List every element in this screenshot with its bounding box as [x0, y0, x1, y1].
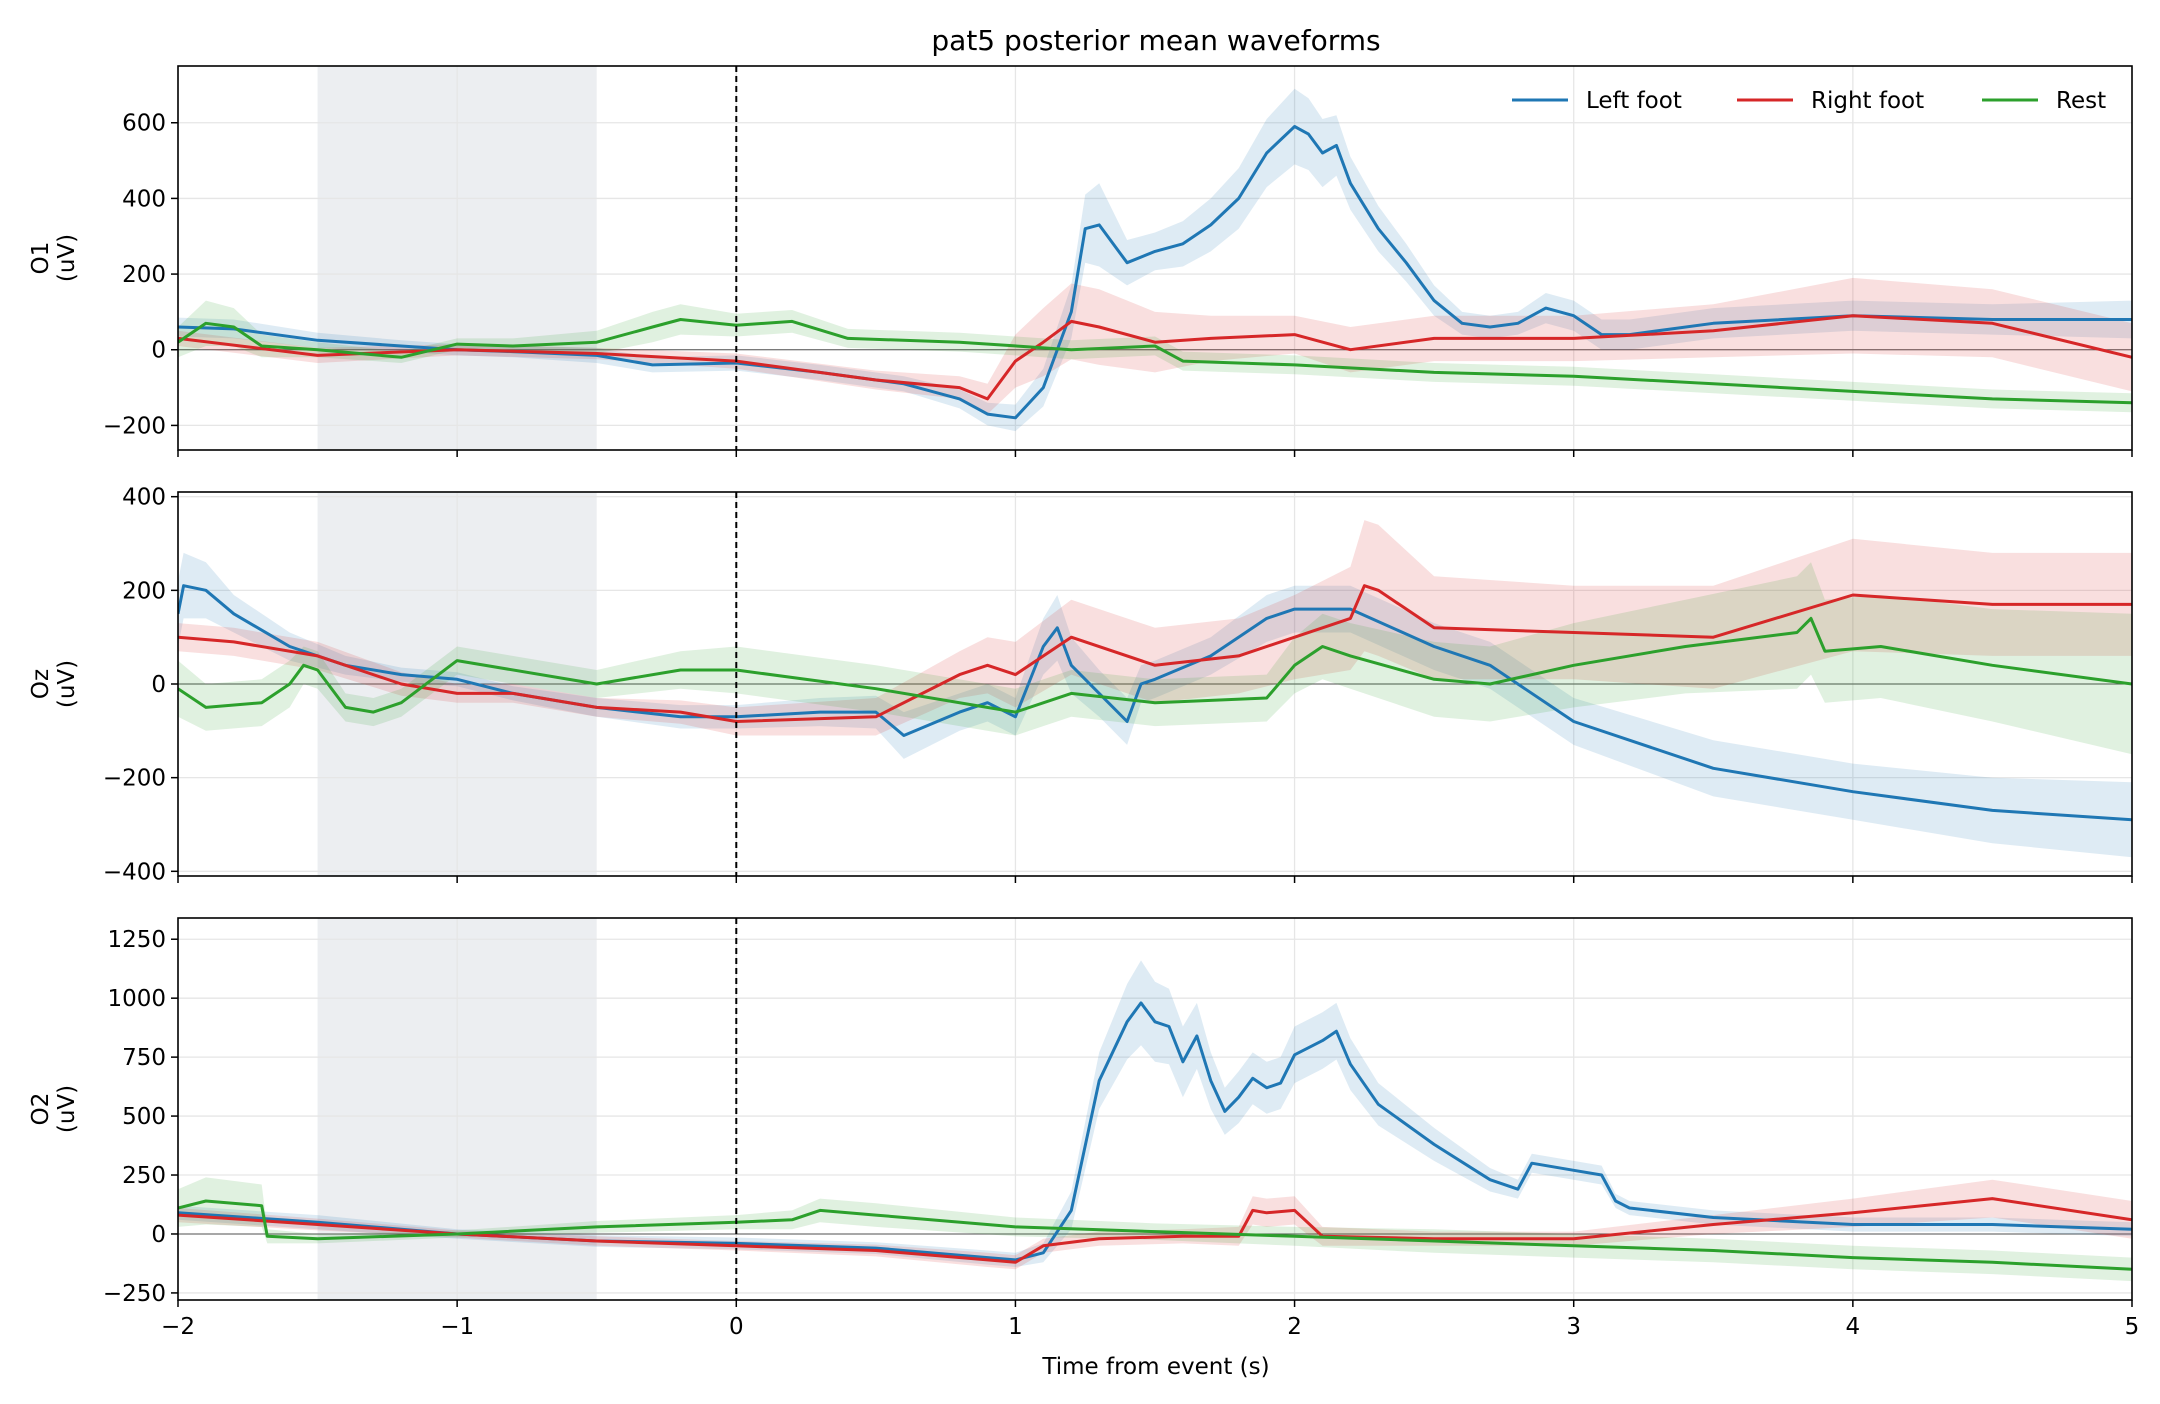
x-tick-label: 5 — [2125, 1314, 2140, 1340]
y-axis-label-line: O1 — [28, 242, 54, 275]
y-tick-label: 750 — [122, 1045, 166, 1071]
y-axis-label: O2(uV) — [28, 1085, 80, 1133]
chart-title: pat5 posterior mean waveforms — [931, 24, 1380, 57]
y-tick-label: −200 — [103, 413, 166, 439]
line-right-foot — [178, 1197, 2132, 1264]
y-tick-label: 400 — [122, 186, 166, 212]
legend-label: Rest — [2056, 88, 2106, 114]
x-tick-label: −1 — [440, 1314, 474, 1340]
y-axis-label-line: (uV) — [54, 1085, 80, 1133]
y-tick-label: 200 — [122, 262, 166, 288]
line-right-foot — [178, 314, 2132, 401]
y-axis-label: O1(uV) — [28, 234, 80, 282]
axes-frame — [177, 917, 2133, 1301]
panel-o2: −250 0 250 500 750 1000 1250 −2 −1 0 1 2 3 4 5 O2(uV) — [28, 917, 2140, 1340]
line-left-foot — [178, 584, 2132, 822]
x-tick-label: 0 — [729, 1314, 744, 1340]
legend: Left foot Right foot Rest — [1512, 88, 2106, 114]
x-tick-label: 4 — [1846, 1314, 1861, 1340]
series-group — [178, 88, 2132, 432]
line-rest — [178, 616, 2132, 714]
line-left-foot — [178, 125, 2132, 420]
y-tick-label: 250 — [122, 1163, 166, 1189]
y-tick-label: 400 — [122, 485, 166, 511]
line-rest — [178, 1199, 2132, 1271]
band-rest — [178, 1177, 2132, 1282]
y-tick-label: −400 — [103, 859, 166, 885]
y-tick-label: 1250 — [107, 927, 166, 953]
y-tick-label: 0 — [151, 672, 166, 698]
band-left-foot — [178, 88, 2132, 432]
y-tick-label: 500 — [122, 1104, 166, 1130]
axes-frame — [177, 65, 2133, 451]
series-group — [178, 960, 2132, 1282]
band-right-foot — [178, 1179, 2132, 1270]
y-axis-label-line: Oz — [28, 669, 54, 699]
y-tick-label: 0 — [151, 338, 166, 364]
x-tick-label: 3 — [1566, 1314, 1581, 1340]
line-left-foot — [178, 1001, 2132, 1262]
y-tick-label: 1000 — [107, 986, 166, 1012]
x-axis-label: Time from event (s) — [1041, 1354, 1269, 1380]
y-tick-label: 200 — [122, 578, 166, 604]
y-axis-label: Oz(uV) — [28, 660, 80, 708]
y-tick-label: 600 — [122, 111, 166, 137]
panel-oz: −400 −200 0 200 400 Oz(uV) — [28, 485, 2133, 885]
legend-label: Left foot — [1586, 88, 1682, 114]
y-axis-label-line: O2 — [28, 1093, 54, 1126]
x-tick-label: −2 — [161, 1314, 195, 1340]
panel-o1: −200 0 200 400 600 O1(uV) Left foot Right foot R… — [28, 65, 2133, 457]
band-right-foot — [178, 520, 2132, 736]
y-tick-label: −200 — [103, 766, 166, 792]
y-axis-label-line: (uV) — [54, 660, 80, 708]
line-rest — [178, 318, 2132, 405]
series-group — [178, 520, 2132, 858]
legend-label: Right foot — [1811, 88, 1924, 114]
band-rest — [178, 562, 2132, 755]
x-tick-label: 2 — [1287, 1314, 1302, 1340]
line-right-foot — [178, 584, 2132, 723]
x-tick-label: 1 — [1008, 1314, 1023, 1340]
band-left-foot — [178, 552, 2132, 858]
y-axis-label-line: (uV) — [54, 234, 80, 282]
band-rest — [178, 300, 2132, 413]
y-tick-label: −250 — [103, 1281, 166, 1307]
y-tick-label: 0 — [151, 1222, 166, 1248]
